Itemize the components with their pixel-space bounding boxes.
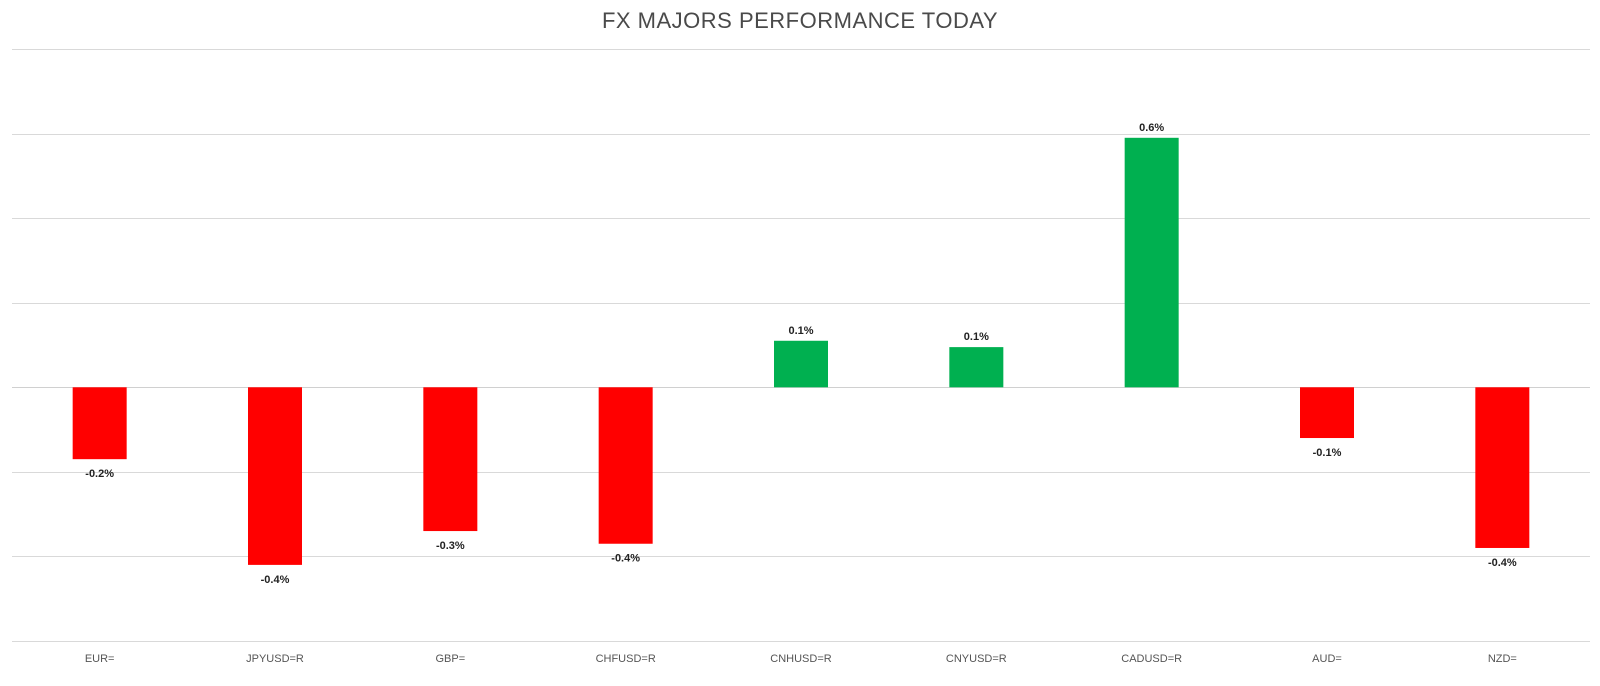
bar-cnhusd-r [774,340,828,388]
x-tick-label: JPYUSD=R [246,653,304,665]
x-tick-label: CNYUSD=R [946,653,1007,665]
bar-cnyusd-r [949,347,1004,388]
data-label: 0.6% [1139,122,1164,134]
bar-jpyusd-r [248,387,302,565]
category-ticks: EUR= JPYUSD=R GBP= CHFUSD=R CNHUSD=R CNYUSD=R… [85,653,1517,665]
x-tick-label: EUR= [85,653,115,665]
bar-chfusd-r [598,387,653,544]
x-tick-label: CNHUSD=R [770,653,831,665]
data-label: 0.1% [788,325,813,337]
x-tick-label: NZD= [1488,653,1517,665]
x-tick-label: AUD= [1312,653,1342,665]
bar-eur [72,387,127,460]
bar-aud [1300,387,1354,439]
data-labels: -0.2% -0.4% -0.3% -0.4% 0.1% 0.1% 0.6% -0.1% -0.… [85,122,1517,586]
data-label: -0.4% [611,553,640,565]
data-label: -0.4% [1488,557,1517,569]
x-tick-label: CADUSD=R [1121,653,1182,665]
bar-nzd [1475,387,1530,548]
x-tick-label: CHFUSD=R [596,653,656,665]
data-label: -0.3% [436,540,465,552]
bars [72,137,1530,565]
bar-gbp [423,387,478,532]
data-label: -0.1% [1313,447,1342,459]
data-label: 0.1% [964,331,989,343]
chart-title: FX MAJORS PERFORMANCE TODAY [601,8,999,33]
data-label: -0.4% [261,574,290,586]
bar-cadusd-r [1124,137,1179,388]
data-label: -0.2% [85,468,114,480]
x-tick-label: GBP= [436,653,466,665]
